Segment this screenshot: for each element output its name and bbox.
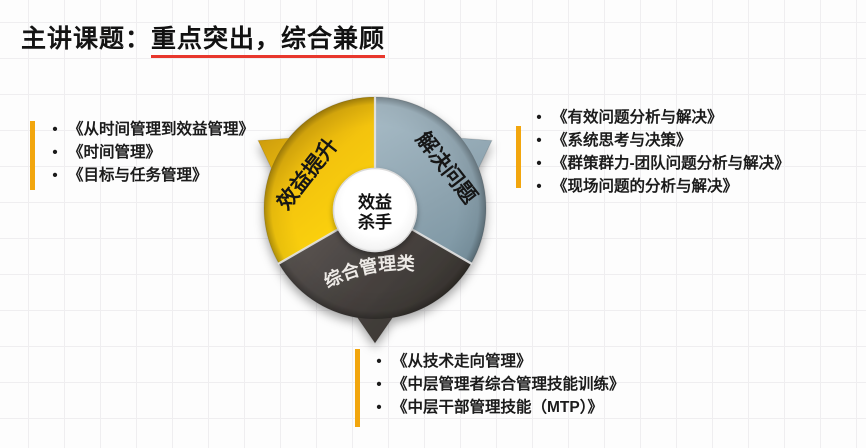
accent-bar-left: [30, 121, 35, 190]
center-circle: [332, 167, 418, 253]
bullet-dot: •: [376, 399, 382, 416]
center-label-line1: 效益: [358, 192, 392, 212]
book-list-left: • 《从时间管理到效益管理》 • 《时间管理》 • 《目标与任务管理》: [42, 118, 254, 187]
list-item-label: 《从技术走向管理》: [392, 353, 532, 370]
list-item: • 《中层管理者综合管理技能训练》: [366, 373, 625, 396]
bullet-dot: •: [52, 121, 58, 138]
list-item-label: 《时间管理》: [68, 144, 162, 161]
list-item-label: 《中层管理者综合管理技能训练》: [392, 376, 625, 393]
accent-bar-right: [516, 126, 521, 188]
accent-bar-bottom: [355, 349, 360, 427]
center-label-line2: 杀手: [358, 212, 392, 232]
list-item-label: 《现场问题的分析与解决》: [552, 178, 739, 195]
bullet-dot: •: [536, 178, 542, 195]
book-list-right: • 《有效问题分析与解决》 • 《系统思考与决策》 • 《群策群力-团队问题分析…: [526, 106, 790, 198]
list-item-label: 《群策群力-团队问题分析与解决》: [552, 155, 790, 172]
bullet-dot: •: [376, 353, 382, 370]
bullet-dot: •: [376, 376, 382, 393]
list-item: • 《目标与任务管理》: [42, 164, 254, 187]
list-item: • 《有效问题分析与解决》: [526, 106, 790, 129]
list-item: • 《系统思考与决策》: [526, 129, 790, 152]
list-item: • 《从技术走向管理》: [366, 350, 625, 373]
book-list-bottom: • 《从技术走向管理》 • 《中层管理者综合管理技能训练》 • 《中层干部管理技…: [366, 350, 625, 419]
bullet-dot: •: [536, 109, 542, 126]
list-item-label: 《中层干部管理技能（MTP）》: [392, 399, 603, 416]
list-item: • 《群策群力-团队问题分析与解决》: [526, 152, 790, 175]
bullet-dot: •: [52, 144, 58, 161]
bullet-dot: •: [536, 155, 542, 172]
list-item-label: 《系统思考与决策》: [552, 132, 692, 149]
title-highlight: 重点突出，综合兼顾: [151, 25, 386, 58]
list-item-label: 《目标与任务管理》: [68, 167, 208, 184]
list-item: • 《从时间管理到效益管理》: [42, 118, 254, 141]
list-item: • 《中层干部管理技能（MTP）》: [366, 396, 625, 419]
bullet-dot: •: [52, 167, 58, 184]
list-item: • 《时间管理》: [42, 141, 254, 164]
page-title: 主讲课题：重点突出，综合兼顾: [21, 19, 386, 58]
title-prefix: 主讲课题：: [21, 25, 152, 53]
list-item: • 《现场问题的分析与解决》: [526, 175, 790, 198]
bullet-dot: •: [536, 132, 542, 149]
list-item-label: 《从时间管理到效益管理》: [68, 121, 255, 138]
list-item-label: 《有效问题分析与解决》: [552, 109, 723, 126]
